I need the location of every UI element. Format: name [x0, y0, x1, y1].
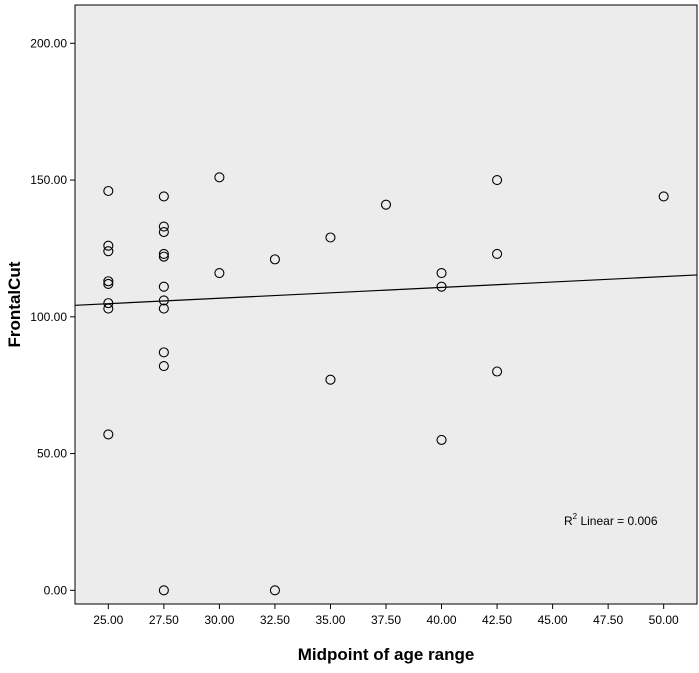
y-axis-title: FrontalCut — [5, 261, 24, 347]
data-point — [158, 585, 169, 596]
data-point — [214, 267, 225, 279]
data-point — [158, 226, 169, 238]
data-point — [103, 240, 114, 251]
data-point — [269, 585, 280, 596]
data-points — [103, 172, 669, 596]
data-point — [158, 191, 169, 202]
data-point — [103, 429, 114, 440]
data-point — [158, 360, 169, 372]
x-axis-title: Midpoint of age range — [298, 645, 475, 664]
r-squared-annotation: R2 Linear = 0.006 — [564, 512, 658, 528]
x-tick-label: 30.00 — [204, 613, 234, 627]
data-point — [158, 303, 169, 314]
x-tick-label: 25.00 — [93, 613, 123, 627]
data-point — [325, 232, 336, 243]
y-tick-label: 100.00 — [30, 310, 67, 324]
data-point — [492, 366, 503, 377]
r-squared-label: R — [564, 514, 573, 528]
data-point — [492, 248, 503, 259]
x-tick-label: 27.50 — [149, 613, 179, 627]
plot-area — [74, 4, 698, 605]
y-axis: 0.00 50.00 100.00 150.00 200.00 — [30, 36, 75, 597]
y-tick-label: 200.00 — [30, 36, 67, 50]
data-point — [103, 303, 114, 314]
data-point — [436, 281, 447, 292]
r-squared-superscript: 2 — [573, 512, 578, 521]
data-point — [436, 267, 447, 279]
r-squared-value: Linear = 0.006 — [577, 514, 658, 528]
data-point — [158, 251, 169, 262]
x-tick-label: 32.50 — [260, 613, 290, 627]
y-tick-label: 150.00 — [30, 173, 67, 187]
x-tick-label: 47.50 — [593, 613, 623, 627]
data-point — [103, 298, 114, 309]
y-tick-label: 50.00 — [37, 447, 67, 461]
fit-line — [74, 274, 698, 306]
data-point — [158, 295, 169, 306]
x-tick-label: 42.50 — [482, 613, 512, 627]
data-point — [436, 434, 447, 445]
data-point — [380, 199, 392, 210]
x-axis: 25.00 27.50 30.00 32.50 35.00 37.50 40.00 42.50… — [93, 604, 679, 627]
data-point — [158, 221, 169, 232]
x-tick-label: 35.00 — [315, 613, 345, 627]
data-point — [658, 191, 669, 202]
data-point — [214, 172, 225, 183]
data-point — [103, 246, 114, 257]
data-point — [492, 175, 503, 186]
data-point — [103, 278, 114, 290]
x-tick-label: 40.00 — [427, 613, 457, 627]
data-point — [158, 347, 169, 358]
x-tick-label: 50.00 — [649, 613, 679, 627]
x-tick-label: 37.50 — [371, 613, 401, 627]
data-point — [325, 374, 336, 385]
data-point — [103, 276, 114, 287]
y-tick-label: 0.00 — [44, 583, 68, 597]
data-point — [269, 254, 280, 265]
x-tick-label: 45.00 — [538, 613, 568, 627]
data-point — [158, 281, 169, 292]
data-point — [158, 248, 169, 259]
data-point — [103, 185, 114, 197]
